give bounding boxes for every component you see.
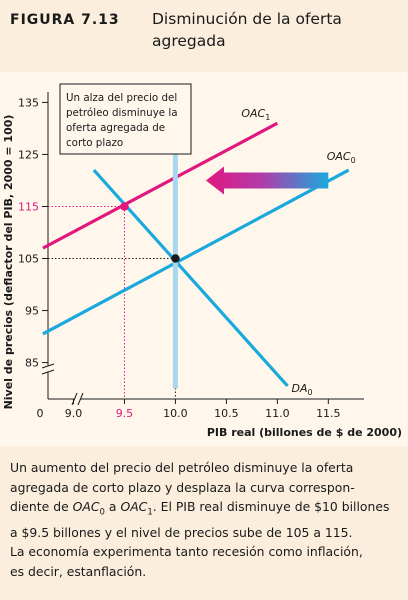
curve-labels: OAC0OAC1DA0OAL [167, 88, 355, 397]
curve-oac1 [42, 121, 279, 250]
figure-title: Disminución de la oferta agregada [152, 10, 342, 50]
figure-caption: Un aumento del precio del petróleo dismi… [10, 458, 402, 581]
curve-label: OAC1 [241, 107, 270, 122]
x-tick-label: 11.5 [316, 407, 341, 420]
equilibrium-points [120, 202, 180, 263]
curve-label: OAC0 [327, 150, 356, 165]
caption-line-1: Un aumento del precio del petróleo dismi… [10, 460, 354, 475]
y-tick-label: 95 [25, 305, 39, 318]
caption-sub0: 0 [99, 507, 105, 518]
caption-sub1: 1 [147, 507, 153, 518]
y-axis-title: Nivel de precios (deflactor del PIB, 200… [2, 115, 15, 410]
annotation-text: Un alza del precio del petróleo disminuye… [66, 92, 178, 149]
figure-header: FIGURA 7.13 Disminución de la oferta agr… [0, 0, 408, 72]
curve-da0 [92, 168, 289, 388]
caption-line-3: diente de OAC0 a OAC1. El PIB real dismi… [10, 497, 402, 523]
x-axis-break [71, 392, 84, 406]
x-tick-group: 9.0 9.5 10.0 10.5 11.0 11.5 [65, 399, 341, 420]
annotation-box: Un alza del precio del petróleo disminuye… [59, 83, 192, 155]
equilibrium-point [120, 202, 129, 211]
caption-line-2: agregada de corto plazo y desplaza la cu… [10, 479, 355, 495]
caption-line-3b: a [104, 499, 121, 514]
x-tick-label: 11.0 [265, 407, 290, 420]
y-tick-group: 85 95 105 115 125 135 [18, 96, 48, 370]
origin-label: 0 [37, 407, 44, 420]
equilibrium-point [171, 254, 180, 263]
y-tick-label: 135 [18, 96, 39, 109]
caption-line-3a: diente de [10, 499, 73, 514]
y-tick-label: 105 [18, 253, 39, 266]
shift-arrow [206, 166, 329, 195]
curve-oac0 [42, 168, 350, 336]
y-tick-label: 85 [25, 357, 39, 370]
caption-oac0: OAC [72, 499, 100, 514]
caption-line-6: es decir, estanflación. [10, 563, 147, 579]
x-tick-label: 10.0 [163, 407, 188, 420]
chart-svg: 0 85 95 105 115 125 135 9.0 9.5 10.0 10.5 11.0 11.… [2, 83, 402, 439]
x-tick-label: 9.5 [116, 407, 134, 420]
y-axis-break [41, 363, 55, 375]
curve-label: DA0 [292, 382, 313, 397]
caption-line-5: La economía experimenta tanto recesión c… [10, 544, 363, 560]
x-tick-label: 9.0 [65, 407, 83, 420]
x-axis-title: PIB real (billones de $ de 2000) [207, 426, 402, 439]
caption-line-3c: . El PIB real disminuye de $10 billones [152, 499, 390, 514]
figure-label: FIGURA 7.13 [10, 12, 120, 28]
caption-oac1: OAC [120, 499, 148, 514]
shift-arrow-group [206, 166, 329, 195]
y-tick-label: 115 [18, 200, 39, 213]
y-tick-label: 125 [18, 148, 39, 161]
x-tick-label: 10.5 [214, 407, 239, 420]
caption-line-4: a $9.5 billones y el nivel de precios su… [10, 524, 353, 540]
chart-panel: 0 85 95 105 115 125 135 9.0 9.5 10.0 10.5 11.0 11.… [0, 72, 408, 446]
